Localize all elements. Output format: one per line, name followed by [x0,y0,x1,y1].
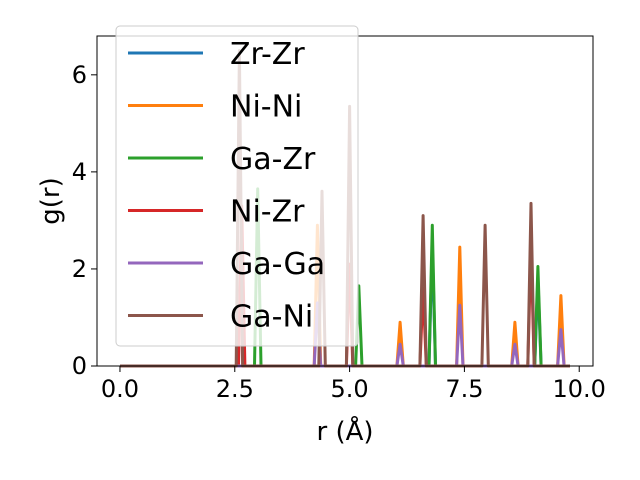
y-tick-label: 6 [72,61,87,89]
legend-label: Ga-Ni [230,300,313,335]
x-tick-label: 7.5 [445,375,483,403]
y-tick-label: 2 [72,255,87,283]
legend-label: Zr-Zr [230,37,305,72]
legend-box [115,25,359,347]
y-tick-label: 0 [72,352,87,380]
x-tick-label: 10.0 [553,375,606,403]
legend-label: Ni-Ni [230,90,302,125]
x-axis-label: r (Å) [316,415,373,447]
y-tick-label: 4 [72,158,87,186]
y-axis-label: g(r) [36,177,66,224]
legend-entries: Zr-Zr Ni-Ni Ga-Zr Ni-Zr Ga-Ga Ga-Ni [128,37,325,335]
x-tick-label: 5.0 [331,375,369,403]
legend: Zr-Zr Ni-Ni Ga-Zr Ni-Zr Ga-Ga Ga-Ni [115,25,359,347]
ticks-layer: 0.0 2.5 5.0 7.5 10.0 0 2 4 6 [72,61,606,403]
x-tick-label: 2.5 [216,375,254,403]
legend-label: Ga-Ga [230,247,325,282]
legend-label: Ni-Zr [230,195,305,230]
x-tick-label: 0.0 [101,375,139,403]
legend-label: Ga-Zr [230,142,316,177]
